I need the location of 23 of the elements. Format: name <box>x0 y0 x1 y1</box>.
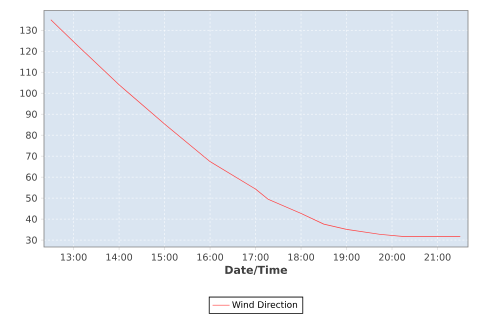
y-tick-label: 30 <box>26 236 37 244</box>
y-tick-label: 40 <box>26 216 37 223</box>
x-tick-label: 18:00 <box>288 254 314 261</box>
y-tick-label: 90 <box>26 110 37 118</box>
y-tick-label: 50 <box>26 194 37 202</box>
x-tick-label: 19:00 <box>334 254 360 261</box>
y-tick-label: 120 <box>20 48 37 55</box>
x-tick-label: 15:00 <box>152 254 178 261</box>
y-tick-label: 70 <box>26 152 37 160</box>
x-axis-title: Date/Time <box>225 266 288 275</box>
x-tick-label: 21:00 <box>424 254 451 261</box>
x-tick-label: 20:00 <box>379 254 406 261</box>
y-tick-label: 100 <box>20 90 37 97</box>
y-tick-label: 130 <box>20 26 37 34</box>
x-tick-label: 13:00 <box>60 254 87 261</box>
y-tick-label: 110 <box>20 68 37 76</box>
x-tick-label: 14:00 <box>106 254 132 261</box>
y-tick-label: 60 <box>26 174 37 181</box>
x-tick-label: 16:00 <box>197 254 224 261</box>
legend-label: Wind Direction <box>232 301 298 308</box>
x-tick-label: 17:00 <box>242 254 269 261</box>
line-series <box>50 19 461 237</box>
y-tick-label: 80 <box>26 132 37 139</box>
